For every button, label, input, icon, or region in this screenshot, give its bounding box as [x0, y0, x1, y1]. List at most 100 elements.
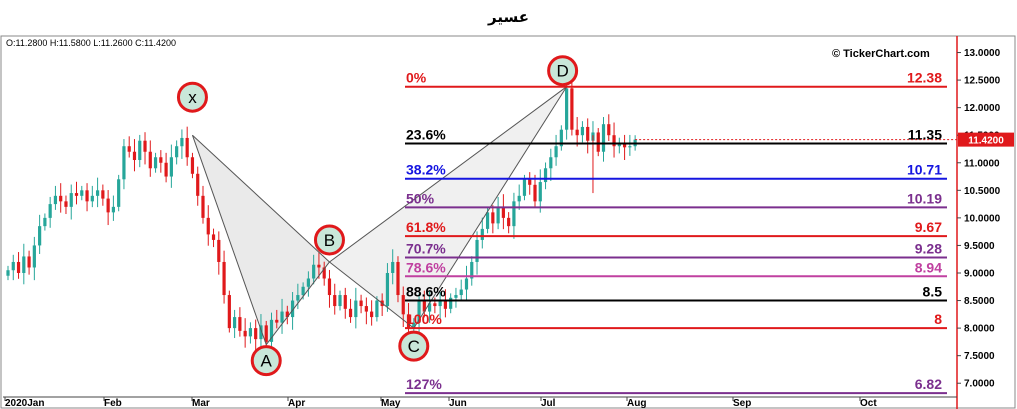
fib-level-value: 8: [934, 311, 942, 327]
candle-body: [333, 295, 337, 307]
candle-body: [586, 126, 590, 141]
candle-body: [59, 195, 63, 202]
candle-body: [222, 261, 226, 296]
candle-body: [417, 300, 421, 323]
candle-body: [64, 201, 68, 207]
candle-body: [180, 137, 184, 147]
candle-body: [111, 206, 115, 213]
candle-body: [85, 190, 89, 202]
candle-body: [127, 146, 131, 152]
candle-body: [406, 314, 411, 329]
candle-body: [459, 289, 463, 296]
candle-body: [254, 328, 258, 340]
candle-body: [164, 162, 168, 177]
candle-body: [80, 190, 84, 196]
candle-body: [375, 300, 379, 318]
candle-body: [396, 261, 400, 296]
pattern-point-label: C: [408, 337, 420, 356]
candle-body: [306, 278, 310, 287]
candle-body: [401, 295, 405, 315]
fib-level-pct: 50%: [406, 190, 435, 206]
fib-level-pct: 38.2%: [406, 162, 446, 178]
candle-body: [243, 330, 247, 337]
price-chart[interactable]: 7.0000 7.5000 8.0000 8.5000 9.0000 9.5000 10.0…: [0, 35, 1017, 409]
x-tick-label: Oct: [860, 398, 877, 409]
candle-body: [533, 184, 537, 202]
x-tick-label: May: [381, 398, 401, 409]
candle-body: [38, 226, 42, 246]
candle-body: [596, 132, 600, 152]
candle-body: [354, 300, 358, 318]
candle-body: [438, 300, 442, 307]
candle-body: [206, 217, 210, 235]
x-tick-label: Jul: [541, 398, 556, 409]
candle-body: [364, 306, 368, 312]
fib-level-pct: 78.6%: [406, 259, 446, 275]
pattern-point-marker: [250, 345, 282, 377]
candle-body: [16, 261, 21, 273]
candle-body: [185, 137, 189, 158]
fib-level-value: 10.71: [907, 162, 942, 178]
candle-body: [538, 182, 542, 202]
candle-body: [196, 173, 200, 196]
y-tick-label: 9.0000: [964, 268, 995, 279]
candle-body: [201, 195, 205, 218]
fib-level-pct: 88.6%: [406, 284, 446, 300]
candle-body: [90, 195, 94, 202]
fib-level-value: 8.94: [915, 259, 942, 275]
x-tick-label: Mar: [192, 398, 210, 409]
candle-body: [617, 143, 621, 147]
pattern-point-label: A: [261, 352, 273, 371]
candle-body: [501, 206, 505, 218]
fib-level-pct: 127%: [406, 376, 442, 392]
candle-body: [622, 143, 627, 148]
candle-body: [169, 157, 173, 177]
fib-level-pct: 61.8%: [406, 219, 446, 235]
xab-triangle: [192, 135, 330, 345]
candle-body: [443, 300, 448, 309]
fib-level-value: 9.28: [915, 241, 942, 257]
fib-level-pct: 100%: [406, 311, 442, 327]
candle-body: [628, 146, 632, 148]
chart-title: عسير: [488, 8, 529, 26]
candle-body: [422, 300, 426, 312]
candle-body: [190, 157, 195, 174]
candle-body: [359, 300, 363, 307]
pattern-leg: [329, 261, 415, 329]
candle-body: [496, 206, 500, 224]
candle-body: [480, 228, 484, 240]
candle-body: [517, 195, 521, 202]
candle-body: [106, 198, 110, 213]
candle-body: [69, 193, 73, 207]
candle-body: [217, 239, 221, 262]
pattern-leg: [329, 86, 567, 263]
candle-body: [227, 295, 231, 329]
candle-body: [454, 295, 458, 298]
candle-body: [433, 303, 437, 307]
candle-body: [370, 311, 374, 318]
pattern-leg: [265, 261, 330, 345]
pattern-leg: [192, 134, 330, 263]
candle-body: [522, 179, 527, 196]
candle-body: [275, 319, 279, 323]
fib-level-pct: 23.6%: [406, 126, 446, 142]
candle-body: [233, 317, 237, 329]
candle-body: [322, 267, 326, 279]
pattern-point-label: x: [188, 88, 197, 107]
candle-body: [48, 204, 52, 218]
pattern-point-marker: [176, 81, 208, 113]
candle-body: [570, 88, 574, 130]
candle-body: [43, 217, 47, 227]
x-tick-label: 2020Jan: [5, 398, 44, 409]
fib-level-value: 11.35: [908, 126, 942, 142]
x-tick-label: Jun: [449, 398, 467, 409]
y-tick-label: 10.5000: [964, 186, 1001, 197]
candle-body: [580, 126, 585, 136]
candle-body: [211, 234, 216, 240]
candle-body: [301, 286, 305, 296]
candle-body: [312, 264, 316, 279]
x-tick-label: Feb: [104, 398, 122, 409]
candle-body: [601, 124, 606, 152]
x-tick-label: Sep: [733, 398, 751, 409]
y-tick-label: 12.5000: [964, 76, 1001, 87]
